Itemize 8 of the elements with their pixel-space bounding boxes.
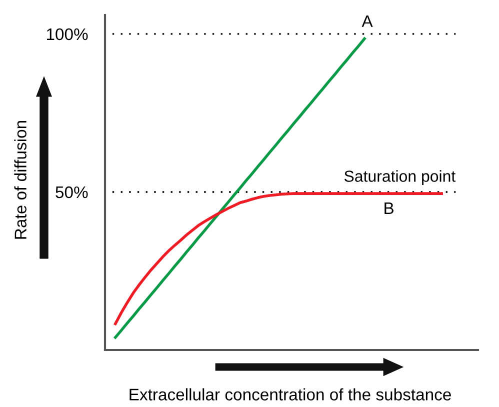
y-tick-label: 100% xyxy=(46,28,88,40)
y-tick-label: 50% xyxy=(56,186,88,198)
x-axis-title: Extracellular concentration of the substance xyxy=(130,388,451,400)
ref-line-label: Saturation point xyxy=(344,170,456,186)
line-series xyxy=(114,192,443,326)
series-label: B xyxy=(384,202,394,214)
series-label: A xyxy=(362,15,373,27)
y-axis-title: Rate of diffusion xyxy=(14,121,26,239)
